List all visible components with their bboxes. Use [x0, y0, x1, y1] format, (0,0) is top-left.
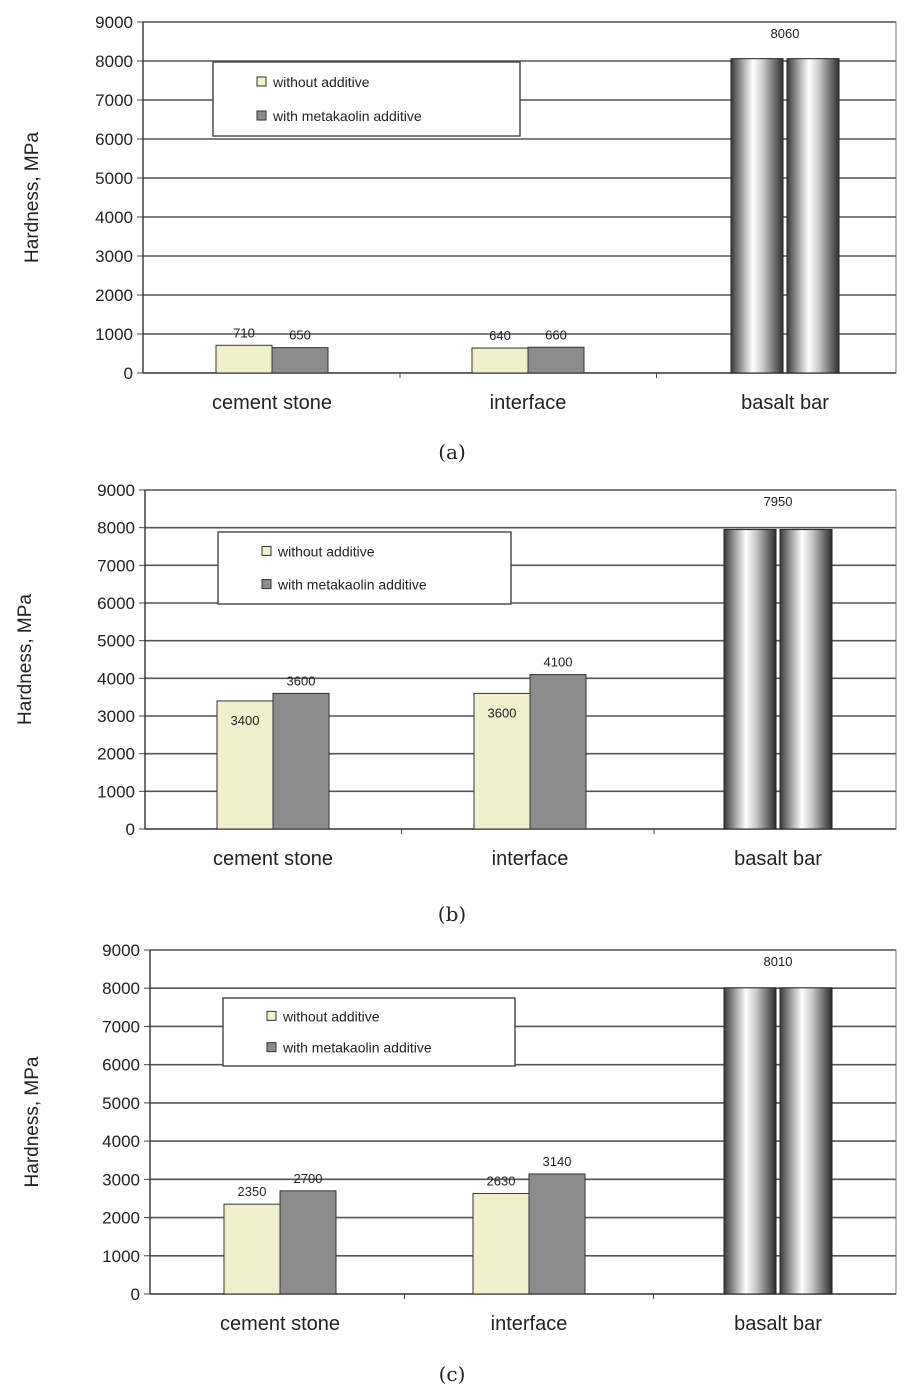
y-tick-label: 7000 [95, 91, 133, 110]
data-label: 2350 [238, 1184, 267, 1199]
y-tick-label: 1000 [97, 782, 135, 801]
y-axis-label: Hardness, MPa [22, 132, 43, 263]
category-label: basalt bar [741, 392, 829, 414]
legend-label: with metakaolin additive [272, 108, 422, 124]
y-tick-label: 8000 [95, 52, 133, 71]
y-tick-label: 2000 [95, 286, 133, 305]
legend-swatch [266, 1010, 277, 1021]
data-label: 7950 [764, 494, 793, 509]
data-label: 640 [489, 328, 511, 343]
y-tick-label: 9000 [102, 941, 140, 960]
y-tick-label: 8000 [102, 979, 140, 998]
y-tick-label: 3000 [102, 1170, 140, 1189]
legend-label: with metakaolin additive [277, 577, 427, 593]
legend-swatch [266, 1042, 277, 1053]
y-tick-label: 7000 [102, 1017, 140, 1036]
data-label: 2630 [487, 1173, 516, 1188]
category-label: basalt bar [734, 1313, 822, 1335]
data-label: 710 [233, 325, 255, 340]
bar [272, 692, 330, 830]
chart-caption-b: (b) [437, 902, 467, 926]
bar [472, 1192, 530, 1295]
legend-box [222, 997, 516, 1067]
legend-box [212, 61, 521, 137]
bar [473, 692, 531, 830]
chart-caption-a: (a) [438, 440, 466, 464]
data-label: 3140 [543, 1154, 572, 1169]
y-tick-label: 6000 [97, 594, 135, 613]
y-tick-label: 2000 [97, 745, 135, 764]
bar [215, 344, 273, 374]
chart-caption-c: (c) [438, 1362, 466, 1386]
basalt-bar [723, 987, 777, 1295]
basalt-bar [723, 529, 777, 830]
legend-swatch [256, 110, 267, 121]
data-label: 8010 [764, 954, 793, 969]
legend-swatch [256, 76, 267, 87]
legend-box [217, 531, 512, 605]
chart-panel-a: 0 1000 2000 3000 4000 5000 6000 7000 8000 9000 Har… [0, 0, 904, 470]
data-label: 3600 [287, 673, 316, 688]
bar [223, 1203, 281, 1295]
y-tick-label: 1000 [102, 1247, 140, 1266]
chart-panel-c: 0 1000 2000 3000 4000 5000 6000 7000 8000 9000 Har… [0, 930, 904, 1392]
y-tick-label: 5000 [102, 1094, 140, 1113]
bar [527, 346, 585, 374]
y-tick-label: 9000 [97, 481, 135, 500]
data-label: 3600 [488, 705, 517, 720]
bar [279, 1190, 337, 1295]
basalt-bar [786, 58, 840, 374]
y-tick-label: 6000 [102, 1056, 140, 1075]
category-label: interface [490, 392, 567, 414]
bar [528, 1173, 586, 1295]
y-tick-label: 0 [124, 364, 133, 383]
y-tick-label: 2000 [102, 1209, 140, 1228]
bar [271, 347, 329, 374]
y-tick-label: 5000 [95, 169, 133, 188]
legend-swatch [261, 579, 272, 590]
category-label: cement stone [213, 848, 333, 870]
y-tick-label: 1000 [95, 325, 133, 344]
chart-b: 0 1000 2000 3000 4000 5000 6000 7000 8000 9000 Har… [15, 481, 897, 870]
category-label: cement stone [220, 1313, 340, 1335]
y-tick-label: 5000 [97, 632, 135, 651]
y-tick-label: 8000 [97, 519, 135, 538]
y-tick-label: 9000 [95, 13, 133, 32]
y-tick-label: 4000 [97, 669, 135, 688]
bar [471, 347, 529, 374]
category-label: cement stone [212, 392, 332, 414]
y-tick-label: 0 [131, 1285, 140, 1304]
y-tick-label: 3000 [97, 707, 135, 726]
bar [529, 674, 587, 830]
category-label: interface [492, 848, 569, 870]
y-tick-label: 0 [126, 820, 135, 839]
data-label: 3400 [231, 713, 260, 728]
basalt-bar [779, 529, 833, 830]
category-label: basalt bar [734, 848, 822, 870]
legend-label: with metakaolin additive [282, 1040, 432, 1056]
y-tick-label: 7000 [97, 556, 135, 575]
chart-a: 0 1000 2000 3000 4000 5000 6000 7000 8000 9000 Har… [22, 13, 897, 414]
data-label: 650 [289, 328, 311, 343]
chart-c: 0 1000 2000 3000 4000 5000 6000 7000 8000 9000 Har… [22, 941, 897, 1335]
bar [216, 700, 274, 830]
basalt-bar [730, 58, 784, 374]
y-tick-label: 6000 [95, 130, 133, 149]
legend-label: without additive [272, 74, 370, 90]
y-tick-label: 4000 [95, 208, 133, 227]
category-label: interface [491, 1313, 568, 1335]
legend-label: without additive [282, 1008, 380, 1024]
y-axis-label: Hardness, MPa [22, 1056, 43, 1187]
data-label: 8060 [771, 26, 800, 41]
y-tick-label: 4000 [102, 1132, 140, 1151]
data-label: 2700 [294, 1171, 323, 1186]
data-label: 660 [545, 327, 567, 342]
legend-label: without additive [277, 543, 375, 559]
chart-panel-b: 0 1000 2000 3000 4000 5000 6000 7000 8000 9000 Har… [0, 470, 904, 930]
basalt-bar [779, 987, 833, 1295]
data-label: 4100 [544, 655, 573, 670]
y-axis-label: Hardness, MPa [15, 594, 36, 725]
legend-swatch [261, 545, 272, 556]
y-tick-label: 3000 [95, 247, 133, 266]
